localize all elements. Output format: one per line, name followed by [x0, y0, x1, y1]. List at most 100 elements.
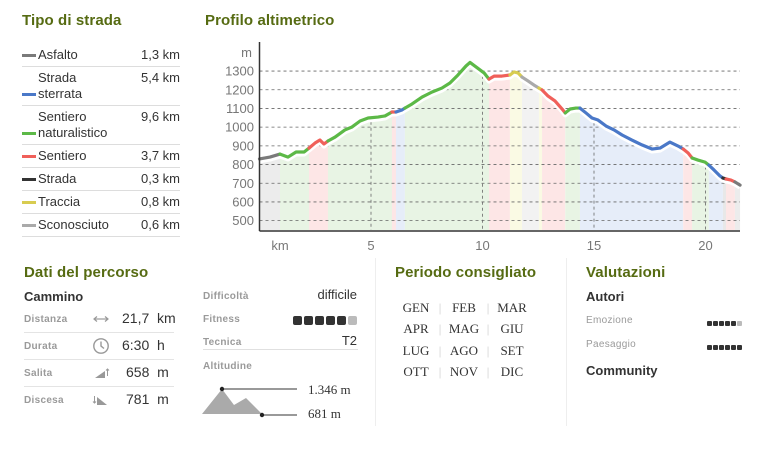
profile-fill-naturalistico — [565, 108, 580, 230]
recommended-period-title: Periodo consigliato — [395, 264, 537, 281]
profile-fill-asfalto — [259, 154, 281, 230]
profile-fill-sentiero — [309, 140, 328, 230]
profile-line-sconosciuto — [520, 75, 541, 90]
profile-line-sterrata — [707, 163, 725, 180]
stat-duration: Durata 6:30 h — [24, 333, 174, 360]
legend-row: Traccia 0,8 km — [22, 191, 180, 214]
profile-fill-strada — [722, 178, 727, 230]
profile-line-sentiero — [540, 88, 567, 115]
y-tick-label: 600 — [232, 194, 254, 209]
rating-dot — [304, 316, 313, 325]
profile-fill-sentiero — [391, 112, 396, 230]
rating-dot — [293, 316, 302, 325]
profile-line-sentiero — [307, 138, 330, 150]
rating-dot — [731, 345, 736, 350]
elevation-profile-chart[interactable]: 500 600 700 800 900 1000 1100 1200 1300 5 10 15 20 m k… — [0, 0, 768, 260]
profile-line-naturalistico — [278, 146, 311, 159]
landscape-rating — [706, 337, 742, 355]
x-tick-label: 10 — [475, 238, 489, 253]
rating-dot — [725, 321, 730, 326]
road-type-swatch — [22, 132, 36, 135]
altitude-min: 681 m — [308, 406, 341, 421]
column-divider — [375, 258, 376, 426]
stat-descent: Discesa 781 m — [24, 387, 174, 413]
month-mag: MAG — [448, 321, 480, 337]
road-type-distance: 5,4 km — [140, 70, 180, 85]
profile-fill-sterrata — [579, 108, 684, 230]
profile-fill-traccia — [509, 71, 522, 230]
road-type-distance: 9,6 km — [140, 109, 180, 124]
authors-heading: Autori — [586, 289, 625, 304]
fitness-label: Fitness — [203, 314, 241, 325]
month-separator: | — [486, 300, 490, 315]
profile-fill-naturalistico — [692, 158, 709, 230]
month-ott: OTT — [403, 364, 429, 380]
y-tick-label: 1300 — [225, 64, 254, 79]
stat-value: 781 m — [126, 391, 169, 407]
month-row: GEN | FEB | MAR — [400, 297, 528, 319]
road-type-swatch — [22, 54, 36, 57]
altitude-label: Altitudine — [203, 361, 253, 372]
column-divider — [566, 258, 567, 426]
difficulty-label: Difficoltà — [203, 291, 249, 302]
road-type-swatch — [22, 201, 36, 204]
rating-dot — [737, 321, 742, 326]
road-type-label: Strada — [38, 171, 77, 186]
y-tick-label: 1200 — [225, 82, 254, 97]
month-separator: | — [438, 300, 442, 315]
y-tick-label: 700 — [232, 176, 254, 191]
x-tick-label: 5 — [367, 238, 374, 253]
rating-dot — [713, 321, 718, 326]
month-separator: | — [438, 343, 442, 358]
road-type-swatch — [22, 93, 36, 96]
rating-dot — [731, 321, 736, 326]
clock-icon — [93, 338, 109, 354]
distance-icon — [93, 316, 109, 322]
legend-row: Strada sterrata 5,4 km — [22, 67, 180, 106]
month-row: LUG | AGO | SET — [400, 340, 528, 362]
landscape-label: Paesaggio — [586, 339, 636, 350]
y-tick-label: 900 — [232, 138, 254, 153]
legend-row: Strada 0,3 km — [22, 168, 180, 191]
month-separator: | — [486, 322, 490, 337]
rating-dot — [725, 345, 730, 350]
profile-fill-traccia — [538, 88, 543, 230]
profile-line-sentiero — [487, 73, 512, 81]
profile-line-traccia — [508, 70, 524, 79]
road-type-label: Sentiero naturalistico — [38, 109, 108, 140]
y-tick-label: 800 — [232, 157, 254, 172]
profile-fill-sterrata — [708, 165, 723, 230]
month-row: APR | MAG | GIU — [400, 319, 528, 341]
technique-value: T2 — [341, 333, 357, 348]
profile-fill-sterrata — [395, 108, 405, 230]
road-type-legend: Asfalto 1,3 km Strada sterrata 5,4 km Sentie… — [22, 44, 180, 237]
x-tick-label: 20 — [698, 238, 712, 253]
profile-line-asfalto — [733, 180, 742, 187]
x-tick-label: 15 — [587, 238, 601, 253]
road-type-distance: 0,6 km — [140, 217, 180, 232]
profile-line-naturalistico — [326, 110, 394, 143]
profile-fill-sentiero — [726, 178, 735, 230]
profile-line-sentiero — [681, 147, 694, 160]
stat-value: 21,7 km — [122, 310, 176, 326]
profile-line-naturalistico — [690, 156, 711, 167]
emotion-rating — [706, 313, 742, 331]
road-type-label: Traccia — [38, 194, 81, 209]
divider — [203, 349, 358, 350]
rating-dot — [348, 316, 357, 325]
rating-dot — [315, 316, 324, 325]
road-type-swatch — [22, 178, 36, 181]
profile-fill-asfalto — [734, 181, 741, 230]
month-grid: GEN | FEB | MAR APR | MAG | GIU LUG | AGO | SET OTT | NOV… — [400, 297, 528, 383]
profile-line-sterrata — [578, 106, 685, 151]
fitness-rating — [291, 313, 357, 328]
rating-dot — [337, 316, 346, 325]
altitude-mountain-icon — [202, 386, 297, 418]
stat-label: Distanza — [24, 314, 68, 325]
month-nov: NOV — [449, 364, 479, 380]
technique-label: Tecnica — [203, 337, 242, 348]
month-separator: | — [438, 322, 442, 337]
road-type-distance: 0,3 km — [140, 171, 180, 186]
rating-dot — [707, 321, 712, 326]
road-type-distance: 1,3 km — [140, 47, 180, 62]
